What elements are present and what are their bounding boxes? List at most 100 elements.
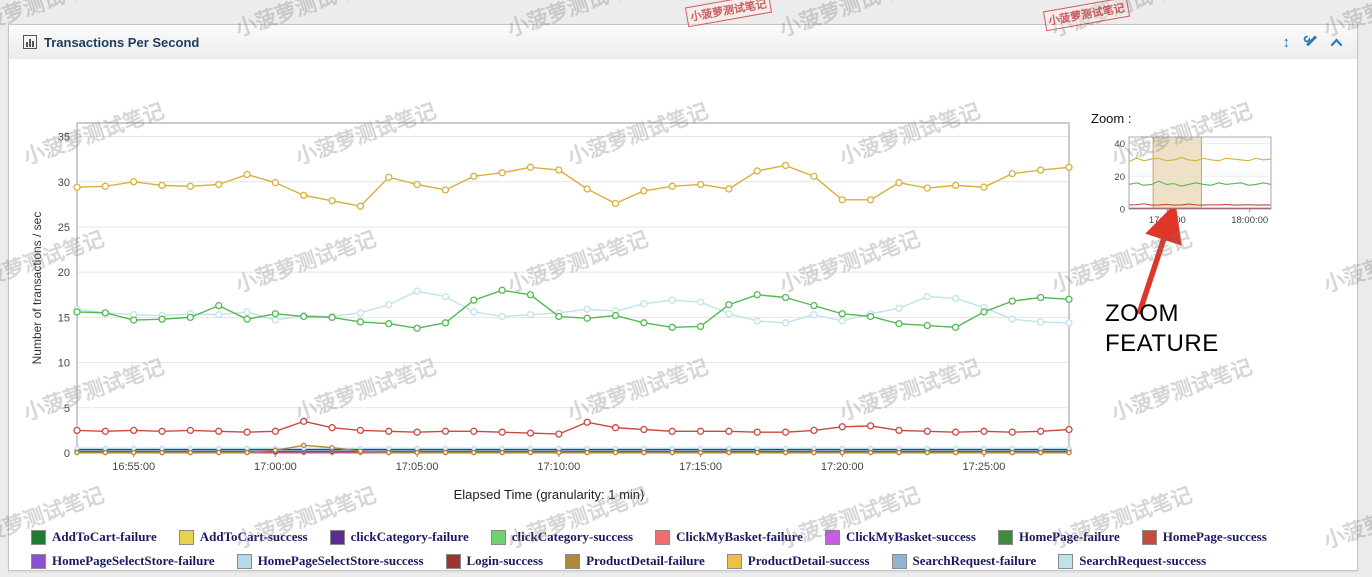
legend-swatch (329, 529, 345, 545)
marker-HomePageSelectStore-success (613, 445, 618, 451)
legend-swatch (236, 553, 252, 569)
legend-label: ClickMyBasket-failure (676, 529, 803, 544)
marker-SearchRequest-success (951, 294, 960, 303)
marker-ProductDetail-failure (584, 449, 590, 456)
marker-clickCategory-success (781, 293, 790, 302)
legend-item-Login-success[interactable]: Login-success (445, 553, 543, 569)
marker-clickCategory-success (356, 318, 365, 326)
marker-SearchRequest-success (668, 296, 676, 304)
marker-HomePageSelectStore-success (74, 445, 80, 451)
marker-HomePageSelectStore-success (471, 445, 477, 451)
marker-HomePageSelectStore-success (1009, 445, 1015, 451)
legend-swatch (31, 529, 46, 545)
marker-clickCategory-success (668, 323, 676, 331)
marker-clickCategory-success (413, 324, 421, 332)
legend-label: AddToCart-failure (52, 529, 157, 544)
marker-HomePageSelectStore-success (868, 445, 874, 451)
legend-item-HomePage-success[interactable]: HomePage-success (1141, 529, 1267, 545)
marker-SearchRequest-success (271, 316, 280, 324)
legend-item-ClickMyBasket-success[interactable]: ClickMyBasket-success (824, 529, 976, 545)
marker-ProductDetail-failure (499, 449, 505, 456)
legend-label: ProductDetail-success (747, 553, 870, 568)
marker-HomePageSelectStore-success (443, 445, 448, 451)
chevron-up-icon[interactable] (1330, 36, 1343, 49)
marker-clickCategory-success (526, 291, 535, 299)
panel-title: Transactions Per Second (23, 25, 199, 59)
series-line-HomePage-success (76, 420, 1070, 435)
marker-ProductDetail-failure (981, 449, 987, 456)
tps-line-chart[interactable]: 0 5 10 15 20 25 30 35 16:55:00 17:00:00 17:05:00 17… (47, 111, 1082, 486)
marker-ProductDetail-failure (471, 449, 477, 456)
marker-ProductDetail-failure (272, 447, 279, 453)
series-line-clickCategory-success (76, 289, 1070, 329)
marker-ProductDetail-success (300, 191, 308, 199)
marker-HomePage-success (980, 427, 988, 435)
marker-HomePage-success (1008, 428, 1016, 436)
marker-SearchRequest-success (640, 300, 648, 308)
marker-ProductDetail-failure (669, 449, 675, 456)
legend-item-HomePage-failure[interactable]: HomePage-failure (997, 529, 1120, 545)
wrench-icon[interactable] (1303, 35, 1317, 49)
legend-item-ClickMyBasket-failure[interactable]: ClickMyBasket-failure (655, 529, 803, 545)
marker-clickCategory-success (243, 315, 251, 323)
marker-HomePage-success (923, 427, 931, 435)
legend-swatch (1058, 553, 1074, 569)
legend-item-AddToCart-success[interactable]: AddToCart-success (178, 529, 308, 545)
marker-ProductDetail-success (696, 180, 705, 189)
marker-SearchRequest-success (1008, 315, 1016, 323)
legend-swatch (565, 553, 581, 569)
marker-ProductDetail-failure (839, 449, 845, 456)
legend-item-clickCategory-success[interactable]: clickCategory-success (490, 529, 633, 545)
legend-item-HomePageSelectStore-failure[interactable]: HomePageSelectStore-failure (31, 553, 215, 569)
x-tick-label: 18:00:00 (1231, 215, 1268, 226)
marker-clickCategory-success (385, 320, 393, 328)
y-tick-label: 30 (58, 177, 70, 189)
zoom-selection-band[interactable] (1153, 137, 1202, 209)
panel-header: Transactions Per Second ↕ (9, 25, 1357, 60)
marker-HomePage-success (356, 426, 365, 435)
marker-SearchRequest-success (923, 292, 931, 301)
marker-HomePage-success (300, 417, 308, 426)
legend-label: HomePage-success (1162, 529, 1267, 544)
marker-HomePage-success (753, 428, 761, 436)
marker-SearchRequest-success (753, 317, 761, 325)
marker-HomePage-success (470, 427, 478, 435)
x-tick-label: 17:20:00 (821, 461, 864, 473)
legend-swatch (655, 529, 671, 545)
marker-ProductDetail-success (215, 180, 223, 189)
series-line-ProductDetail-success (1128, 156, 1272, 163)
legend-item-ProductDetail-success[interactable]: ProductDetail-success (726, 553, 870, 569)
marker-ProductDetail-failure (442, 449, 449, 456)
marker-HomePageSelectStore-success (896, 445, 902, 451)
legend-item-SearchRequest-success[interactable]: SearchRequest-success (1058, 553, 1206, 569)
legend-swatch (178, 529, 194, 545)
marker-HomePage-success (130, 426, 138, 435)
marker-HomePageSelectStore-success (1038, 445, 1044, 451)
legend-item-ProductDetail-failure[interactable]: ProductDetail-failure (565, 553, 705, 569)
resize-icon[interactable]: ↕ (1282, 33, 1291, 51)
legend-item-HomePageSelectStore-success[interactable]: HomePageSelectStore-success (236, 553, 424, 569)
marker-ProductDetail-failure (867, 449, 874, 456)
marker-HomePageSelectStore-success (528, 445, 533, 451)
panel-title-text: Transactions Per Second (44, 34, 200, 50)
marker-SearchRequest-success (526, 311, 535, 319)
marker-ProductDetail-success (611, 199, 620, 208)
marker-ProductDetail-failure (924, 449, 930, 456)
marker-clickCategory-success (725, 301, 733, 309)
legend-item-SearchRequest-failure[interactable]: SearchRequest-failure (891, 553, 1036, 569)
marker-ProductDetail-failure (726, 449, 732, 456)
marker-clickCategory-success (470, 296, 478, 304)
marker-ProductDetail-success (130, 178, 138, 186)
marker-clickCategory-success (441, 319, 450, 327)
marker-clickCategory-success (300, 312, 308, 321)
marker-ProductDetail-success (526, 163, 535, 171)
marker-ProductDetail-success (356, 202, 365, 210)
x-tick-label: 17:10:00 (537, 461, 580, 473)
legend-item-AddToCart-failure[interactable]: AddToCart-failure (31, 529, 157, 545)
legend-item-clickCategory-failure[interactable]: clickCategory-failure (329, 529, 469, 545)
legend-swatch (891, 553, 907, 569)
marker-ProductDetail-success (413, 180, 421, 189)
marker-ProductDetail-success (101, 182, 109, 190)
